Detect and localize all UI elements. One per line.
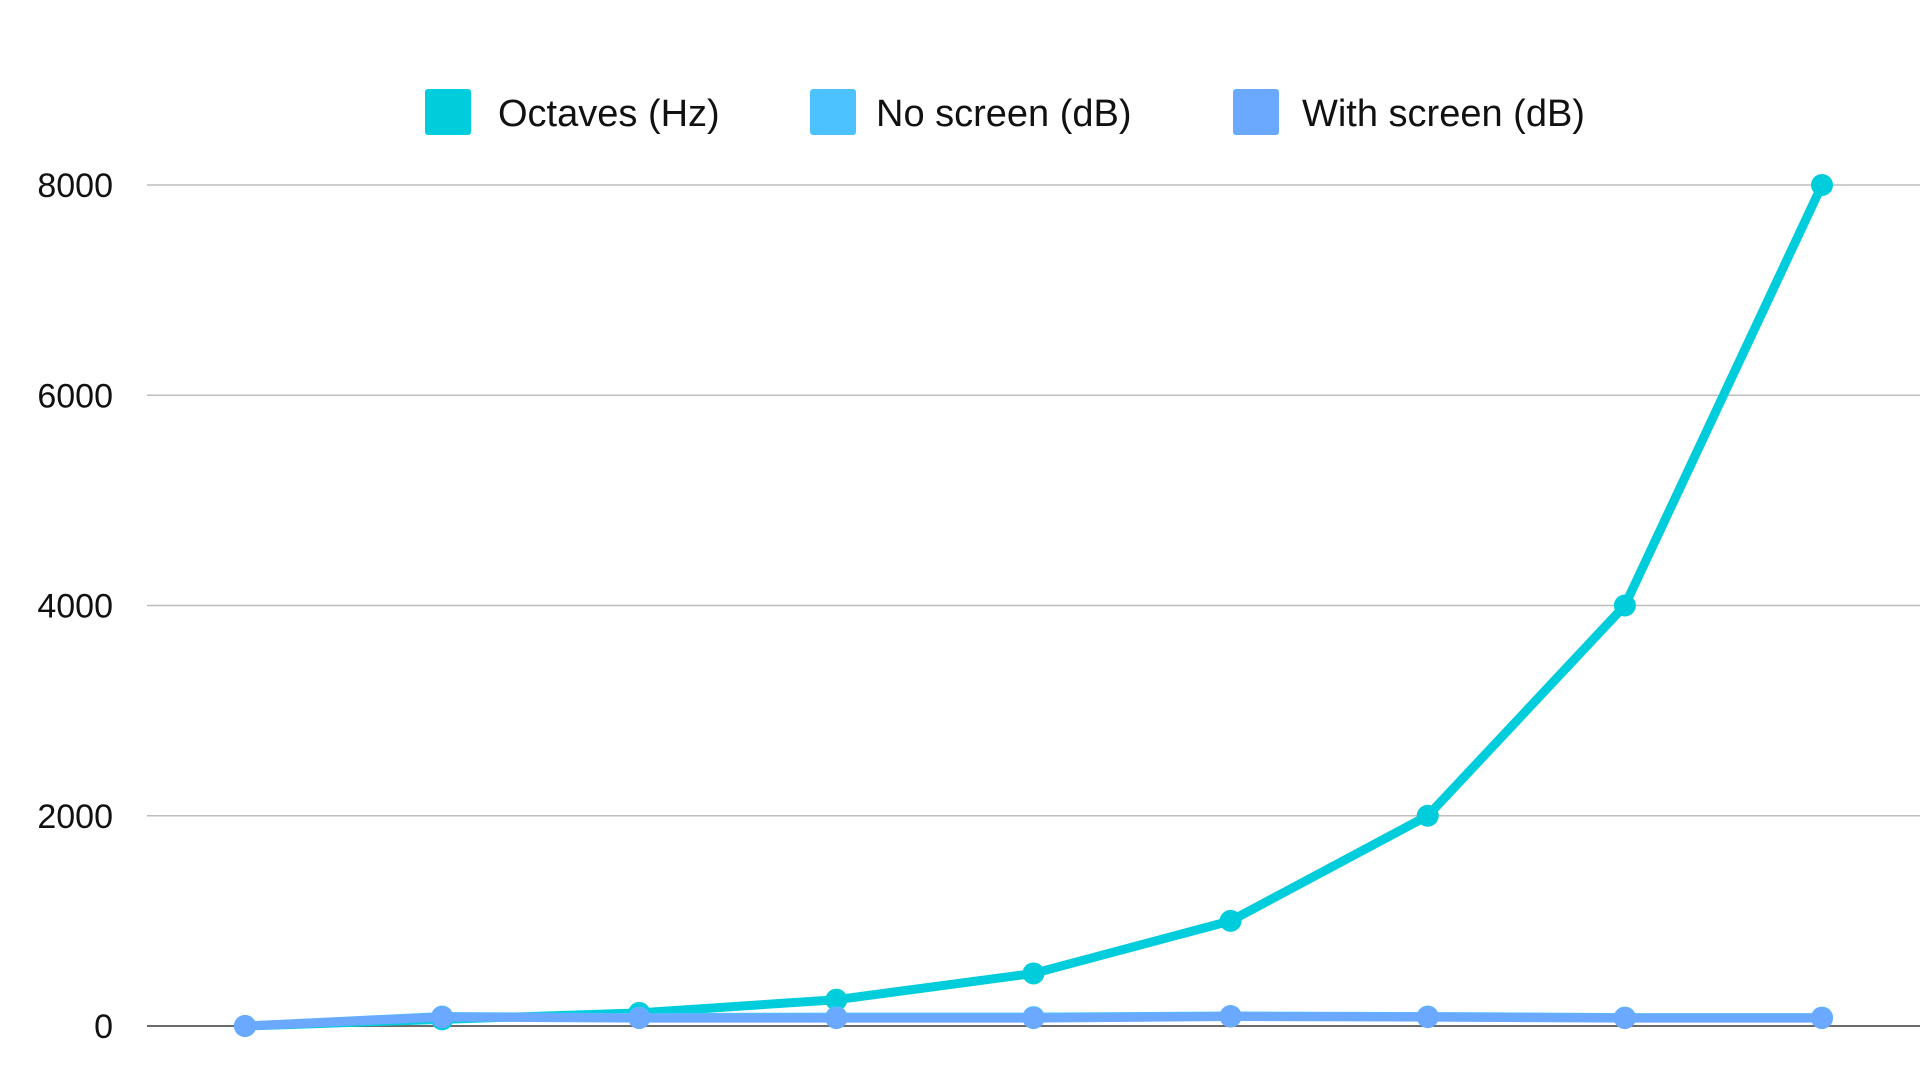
data-point [628, 1007, 651, 1030]
legend-item: With screen (dB) [1233, 89, 1585, 135]
data-point [1613, 1007, 1636, 1030]
legend-item: No screen (dB) [810, 89, 1132, 135]
legend-swatch [1233, 89, 1279, 135]
data-point [1811, 174, 1833, 196]
y-tick-label: 8000 [37, 167, 113, 205]
data-point [1613, 594, 1636, 617]
y-tick-label: 0 [94, 1008, 113, 1046]
data-point [825, 988, 848, 1011]
gridlines [147, 184, 1920, 1027]
data-point [1219, 909, 1242, 932]
data-point [1811, 1007, 1833, 1030]
series-lines [234, 174, 1833, 1037]
y-axis: 0 2000 4000 6000 8000 [37, 167, 113, 1046]
data-point [1022, 1007, 1045, 1030]
y-tick-label: 4000 [37, 588, 113, 626]
data-point [431, 1006, 454, 1029]
legend-label: Octaves (Hz) [498, 93, 720, 135]
data-point [1022, 962, 1045, 985]
series-3 [234, 1005, 1833, 1037]
legend-swatch [810, 89, 856, 135]
legend-item: Octaves (Hz) [425, 89, 720, 135]
data-point [1219, 1005, 1242, 1028]
legend-swatch [425, 89, 471, 135]
data-point [1416, 1006, 1439, 1029]
data-point [234, 1015, 256, 1037]
legend: Octaves (Hz) No screen (dB) With screen (d… [425, 89, 1585, 135]
data-point [825, 1007, 848, 1030]
y-tick-label: 2000 [37, 798, 113, 836]
legend-label: With screen (dB) [1302, 93, 1585, 135]
y-tick-label: 6000 [37, 377, 113, 415]
legend-label: No screen (dB) [876, 93, 1132, 135]
data-point [1416, 804, 1439, 827]
